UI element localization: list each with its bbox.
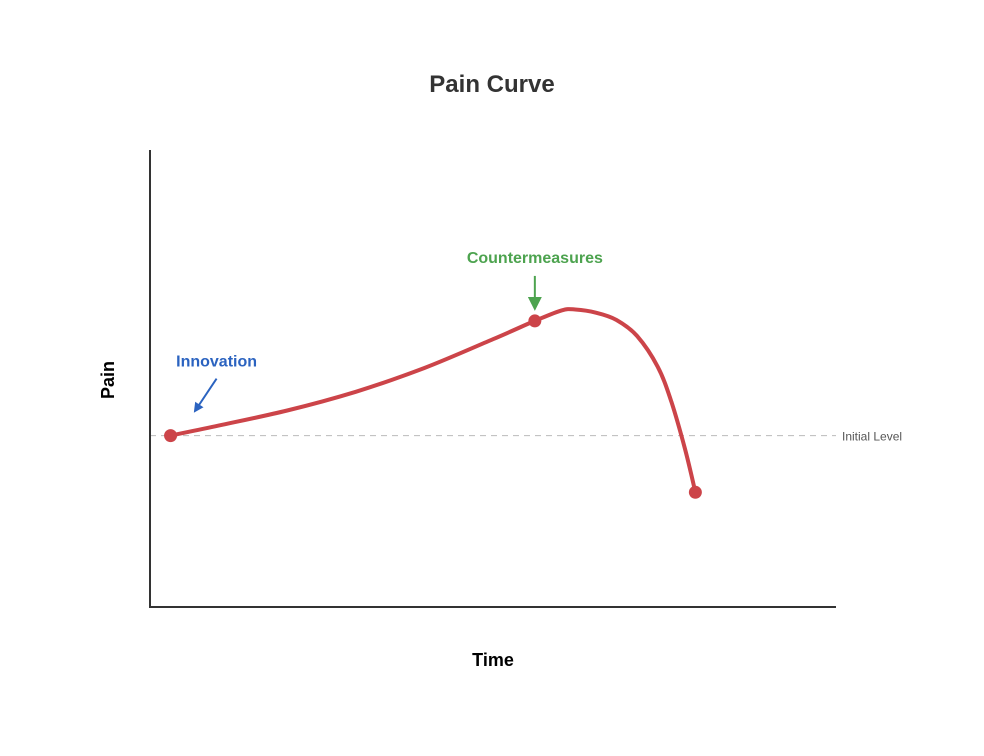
annotation-innovation-arrow: [193, 378, 218, 413]
data-points: [164, 314, 702, 499]
series-line: [168, 307, 698, 495]
axes: [149, 150, 836, 608]
reference-line-group: Initial Level: [150, 430, 902, 444]
data-point-1: [164, 429, 178, 443]
annotation-countermeasures-label: Countermeasures: [467, 250, 603, 267]
chart-title: Pain Curve: [429, 71, 554, 98]
data-point-2: [528, 314, 542, 328]
y-axis-label: Pain: [98, 361, 118, 399]
annotations: Innovation Countermeasures: [176, 250, 603, 413]
annotation-innovation-label: Innovation: [176, 354, 257, 371]
data-point-3: [688, 485, 702, 499]
x-axis-label: Time: [472, 650, 514, 670]
reference-line-label: Initial Level: [842, 430, 902, 444]
